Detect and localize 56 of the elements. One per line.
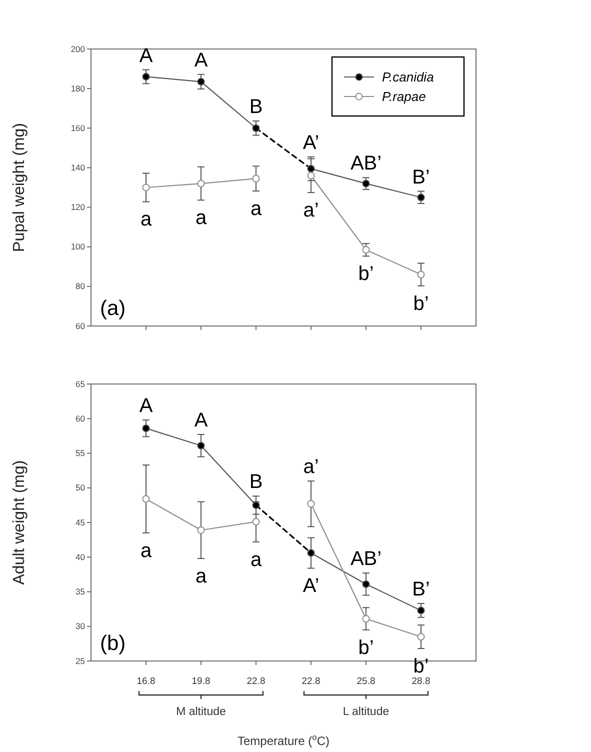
y-tick-label: 55 — [76, 448, 86, 458]
x-tick-label: 22.8 — [302, 676, 320, 687]
y-tick-label: 160 — [70, 122, 86, 133]
annotation: (b) — [100, 632, 126, 655]
annotation: L altitude — [342, 706, 390, 718]
y-tick-label: 100 — [70, 242, 86, 252]
y-tick-label: 140 — [70, 162, 86, 173]
x-tick-label: 28.8 — [412, 676, 430, 687]
data-label: a — [140, 208, 152, 231]
data-label: b’ — [413, 656, 429, 678]
data-label: A — [194, 410, 208, 432]
data-label: a — [195, 207, 208, 230]
y-tick-label: 45 — [76, 517, 86, 528]
annotation: (a) — [100, 297, 126, 320]
data-label: b’ — [413, 292, 429, 315]
x-axis-title: Temperature ($^{o}$C) — [237, 732, 330, 748]
y-tick-label: 80 — [76, 281, 86, 292]
y-tick-label: 50 — [76, 482, 86, 493]
y-tick-label: 30 — [76, 621, 86, 632]
y-tick-label: 40 — [76, 552, 86, 562]
x-tick-label: 16.8 — [136, 676, 156, 687]
x-tick-label: 19.8 — [192, 676, 210, 687]
data-label: AB’ — [350, 152, 382, 175]
y-axis-title: Pupal weight (mg) — [11, 123, 28, 252]
y-tick-label: 120 — [70, 202, 86, 212]
legend-label: P.rapae — [382, 89, 426, 104]
y-tick-label: 25 — [76, 656, 86, 666]
data-label: a’ — [303, 456, 319, 478]
data-label: b’ — [358, 636, 374, 659]
y-tick-label: 180 — [70, 83, 86, 94]
data-label: A’ — [302, 132, 320, 154]
y-tick-label: 60 — [76, 320, 86, 331]
y-tick-label: 60 — [76, 413, 86, 424]
y-tick-label: 35 — [76, 586, 86, 597]
data-label: A’ — [302, 575, 320, 598]
data-label: B’ — [412, 166, 430, 188]
data-label: a’ — [303, 199, 319, 222]
y-axis-title: Adult weight (mg) — [11, 460, 28, 585]
data-label: A — [139, 395, 154, 418]
legend-label: P.canidia — [382, 70, 434, 84]
x-tick-label: 22.8 — [246, 676, 266, 687]
data-label: a — [140, 540, 152, 562]
data-label: B — [249, 471, 263, 494]
data-label: A — [194, 49, 208, 72]
data-label: a — [250, 548, 262, 571]
data-label: a — [195, 566, 208, 588]
y-tick-label: 65 — [76, 378, 86, 389]
y-tick-label: 200 — [70, 44, 86, 54]
x-tick-label: 25.8 — [356, 676, 376, 687]
data-label: b’ — [358, 263, 374, 286]
data-label: B — [249, 96, 263, 118]
annotation: M altitude — [176, 706, 226, 718]
data-label: AB’ — [350, 548, 382, 570]
data-label: B’ — [412, 578, 430, 601]
data-label: a — [250, 198, 262, 220]
data-label: A — [139, 44, 154, 67]
